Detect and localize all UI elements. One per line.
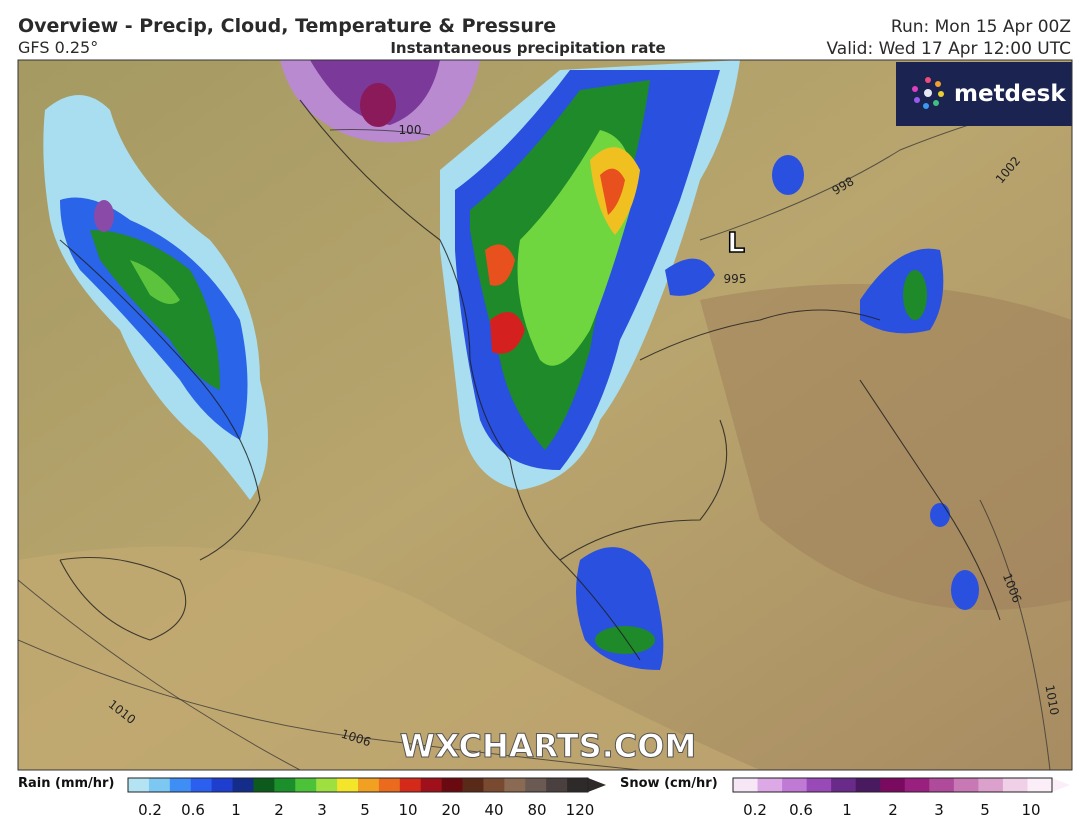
colorbar-swatch	[855, 778, 881, 792]
colorbar-swatch	[904, 778, 930, 792]
snow-legend-title: Snow (cm/hr)	[620, 776, 718, 791]
colorbar-swatch	[378, 778, 401, 792]
colorbar-arrow	[1052, 778, 1070, 792]
rain-legend-label: 40	[484, 801, 503, 819]
colorbar-swatch	[1027, 778, 1053, 792]
colorbar-swatch	[420, 778, 443, 792]
colorbar-swatch	[253, 778, 275, 792]
colorbar-arrow	[588, 778, 606, 792]
colorbar-swatch	[337, 778, 359, 792]
rain-legend-label: 1	[231, 801, 241, 819]
colorbar-swatch	[929, 778, 955, 792]
rain-legend-label: 2	[274, 801, 284, 819]
rain-colorbar: 0.2 0.6 1 2 3 5 10 20 40 80 120	[127, 777, 606, 819]
rain-legend-title: Rain (mm/hr)	[18, 776, 114, 791]
rain-legend-label: 5	[360, 801, 370, 819]
colorbar-frame	[732, 777, 1053, 793]
colorbar-swatch	[128, 778, 150, 792]
colorbar-swatch	[441, 778, 464, 792]
snow-legend-label: 5	[980, 801, 990, 819]
low-marker: L	[727, 226, 745, 259]
colorbar-swatch	[757, 778, 783, 792]
colorbar-swatch	[831, 778, 857, 792]
rain-legend-label: 20	[441, 801, 460, 819]
isobar-label: 100	[399, 123, 422, 137]
isobar-label: 995	[724, 272, 747, 286]
colorbar-swatch	[358, 778, 380, 792]
rain-legend-label: 0.2	[138, 801, 162, 819]
colorbar-swatch	[978, 778, 1004, 792]
rain-legend-label: 3	[317, 801, 327, 819]
snow-legend-label: 1	[842, 801, 852, 819]
snow-legend-label: 10	[1021, 801, 1040, 819]
colorbar-swatch	[190, 778, 213, 792]
colorbar-swatch	[483, 778, 505, 792]
colorbar-swatch	[316, 778, 338, 792]
snow-legend-label: 3	[934, 801, 944, 819]
colorbar-swatch	[733, 778, 759, 792]
colorbar-swatch	[546, 778, 568, 792]
rain-legend-label: 0.6	[181, 801, 205, 819]
colorbar-swatch	[295, 778, 317, 792]
colorbar-swatch	[880, 778, 906, 792]
colorbar-swatch	[1002, 778, 1028, 792]
colorbar-swatch	[782, 778, 808, 792]
colorbar-swatch	[399, 778, 422, 792]
subtitle: Instantaneous precipitation rate	[390, 39, 665, 57]
snow-legend-label: 0.6	[789, 801, 813, 819]
rain-legend-label: 120	[566, 801, 595, 819]
colorbar-swatch	[806, 778, 832, 792]
colorbar-frame	[127, 777, 589, 793]
valid: Valid: Wed 17 Apr 12:00 UTC	[826, 39, 1071, 59]
map: 995 998 1002 1006 1010 1006 1010 100 L m…	[18, 60, 1072, 770]
colorbar-swatch	[148, 778, 171, 792]
colorbar-swatch	[953, 778, 979, 792]
colorbar-swatch	[462, 778, 484, 792]
colorbar-swatch	[232, 778, 254, 792]
watermark: WXCHARTS.COM	[400, 727, 697, 765]
colorbar-swatch	[169, 778, 192, 792]
isobar-label: 1010	[1042, 684, 1061, 717]
model: GFS 0.25°	[18, 38, 98, 57]
colorbar-swatch	[274, 778, 296, 792]
colorbar-swatch	[504, 778, 526, 792]
logo-icon	[912, 77, 944, 109]
colorbar-swatch	[567, 778, 589, 792]
rain-legend-label: 10	[398, 801, 417, 819]
title: Overview - Precip, Cloud, Temperature & …	[18, 15, 556, 37]
snow-legend-label: 2	[888, 801, 898, 819]
snow-legend-label: 0.2	[743, 801, 767, 819]
snow-colorbar: 0.2 0.6 1 2 3 5 10	[732, 777, 1070, 819]
colorbar-swatch	[525, 778, 547, 792]
run: Run: Mon 15 Apr 00Z	[891, 17, 1071, 37]
rain-legend-label: 80	[527, 801, 546, 819]
colorbar-swatch	[211, 778, 234, 792]
logo-text: metdesk	[954, 81, 1066, 107]
